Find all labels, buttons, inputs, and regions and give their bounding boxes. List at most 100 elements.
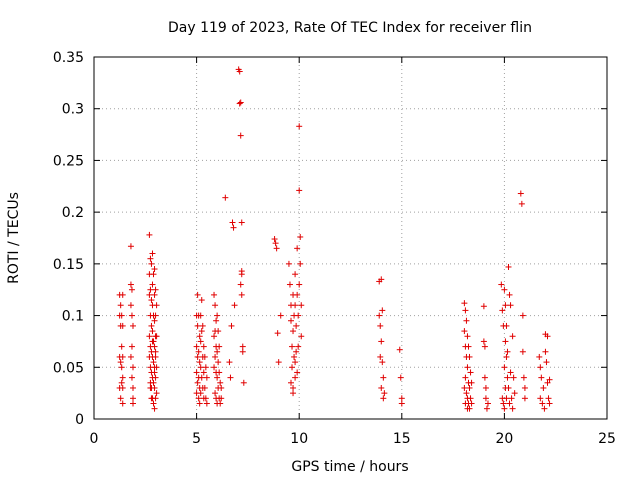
- data-point: [201, 384, 208, 391]
- data-point: [226, 359, 233, 366]
- data-point: [509, 333, 516, 340]
- data-point: [503, 395, 510, 402]
- y-tick-label: 0.25: [53, 153, 84, 169]
- data-point: [377, 353, 384, 360]
- data-point: [398, 395, 405, 402]
- data-point: [202, 364, 209, 371]
- data-point: [293, 348, 300, 355]
- data-point: [287, 317, 294, 324]
- data-point: [501, 364, 508, 371]
- data-point: [272, 240, 279, 247]
- data-point: [218, 384, 225, 391]
- data-point: [194, 291, 201, 298]
- data-point: [201, 353, 208, 360]
- data-point: [545, 395, 552, 402]
- data-point: [127, 243, 134, 250]
- data-point: [211, 364, 218, 371]
- data-point: [537, 395, 544, 402]
- data-point: [119, 374, 126, 381]
- data-point: [546, 400, 553, 407]
- data-point: [146, 333, 153, 340]
- data-point: [153, 390, 160, 397]
- data-point: [195, 348, 202, 355]
- data-point: [212, 353, 219, 360]
- data-point: [298, 302, 305, 309]
- data-point: [296, 187, 303, 194]
- data-point: [214, 312, 221, 319]
- data-point: [503, 322, 510, 329]
- data-point: [147, 255, 154, 262]
- data-point: [504, 348, 511, 355]
- chart-title: Day 119 of 2023, Rate Of TEC Index for r…: [168, 20, 532, 36]
- data-point: [461, 328, 468, 335]
- data-point: [507, 302, 514, 309]
- data-point: [127, 302, 134, 309]
- data-point: [295, 343, 302, 350]
- data-point: [147, 379, 154, 386]
- data-point: [152, 348, 159, 355]
- data-point: [129, 395, 136, 402]
- data-point: [231, 302, 238, 309]
- data-point: [291, 353, 298, 360]
- data-point: [467, 369, 474, 376]
- data-point: [200, 369, 207, 376]
- data-point: [211, 291, 218, 298]
- data-point: [466, 405, 473, 412]
- x-tick-labels: 0 5 10 15 20 25: [90, 431, 616, 447]
- data-point: [509, 405, 516, 412]
- data-point: [212, 390, 219, 397]
- data-point: [294, 369, 301, 376]
- data-point: [292, 302, 299, 309]
- data-point: [119, 384, 126, 391]
- data-point: [380, 374, 387, 381]
- grid-lines: [94, 57, 607, 419]
- data-point: [464, 364, 471, 371]
- data-point: [273, 245, 280, 252]
- y-tick-labels: 0 0.05 0.1 0.15 0.2 0.25 0.3 0.35: [53, 50, 84, 428]
- x-tick-label: 0: [90, 431, 99, 447]
- data-point: [292, 374, 299, 381]
- data-point: [275, 359, 282, 366]
- y-tick-label: 0.15: [53, 257, 84, 273]
- y-axis-label: ROTI / TECUs: [6, 192, 22, 284]
- data-point: [152, 286, 159, 293]
- data-point: [146, 291, 153, 298]
- data-point: [203, 400, 210, 407]
- data-point: [148, 322, 155, 329]
- data-point: [539, 400, 546, 407]
- data-point: [129, 384, 136, 391]
- data-point: [499, 307, 506, 314]
- y-tick-label: 0.2: [62, 205, 84, 221]
- data-point: [129, 400, 136, 407]
- data-point: [541, 405, 548, 412]
- data-point: [128, 374, 135, 381]
- data-point: [289, 364, 296, 371]
- data-point: [377, 322, 384, 329]
- data-point: [298, 333, 305, 340]
- data-point: [482, 395, 489, 402]
- data-point: [239, 348, 246, 355]
- data-point: [119, 400, 126, 407]
- data-point: [297, 260, 304, 267]
- y-tick-label: 0.35: [53, 50, 84, 66]
- data-point: [464, 333, 471, 340]
- data-point: [217, 379, 224, 386]
- data-point: [215, 328, 222, 335]
- data-point: [153, 302, 160, 309]
- data-point: [118, 343, 125, 350]
- data-point: [227, 374, 234, 381]
- data-point: [152, 374, 159, 381]
- data-point: [197, 390, 204, 397]
- data-point: [297, 233, 304, 240]
- data-point: [216, 369, 223, 376]
- data-point: [127, 353, 134, 360]
- data-point: [500, 400, 507, 407]
- data-point: [467, 395, 474, 402]
- data-point: [236, 68, 243, 75]
- data-point: [236, 100, 243, 107]
- data-point: [468, 400, 475, 407]
- data-point: [197, 364, 204, 371]
- data-point: [519, 312, 526, 319]
- y-tick-label: 0.05: [53, 360, 84, 376]
- plot-frame: [93, 56, 608, 420]
